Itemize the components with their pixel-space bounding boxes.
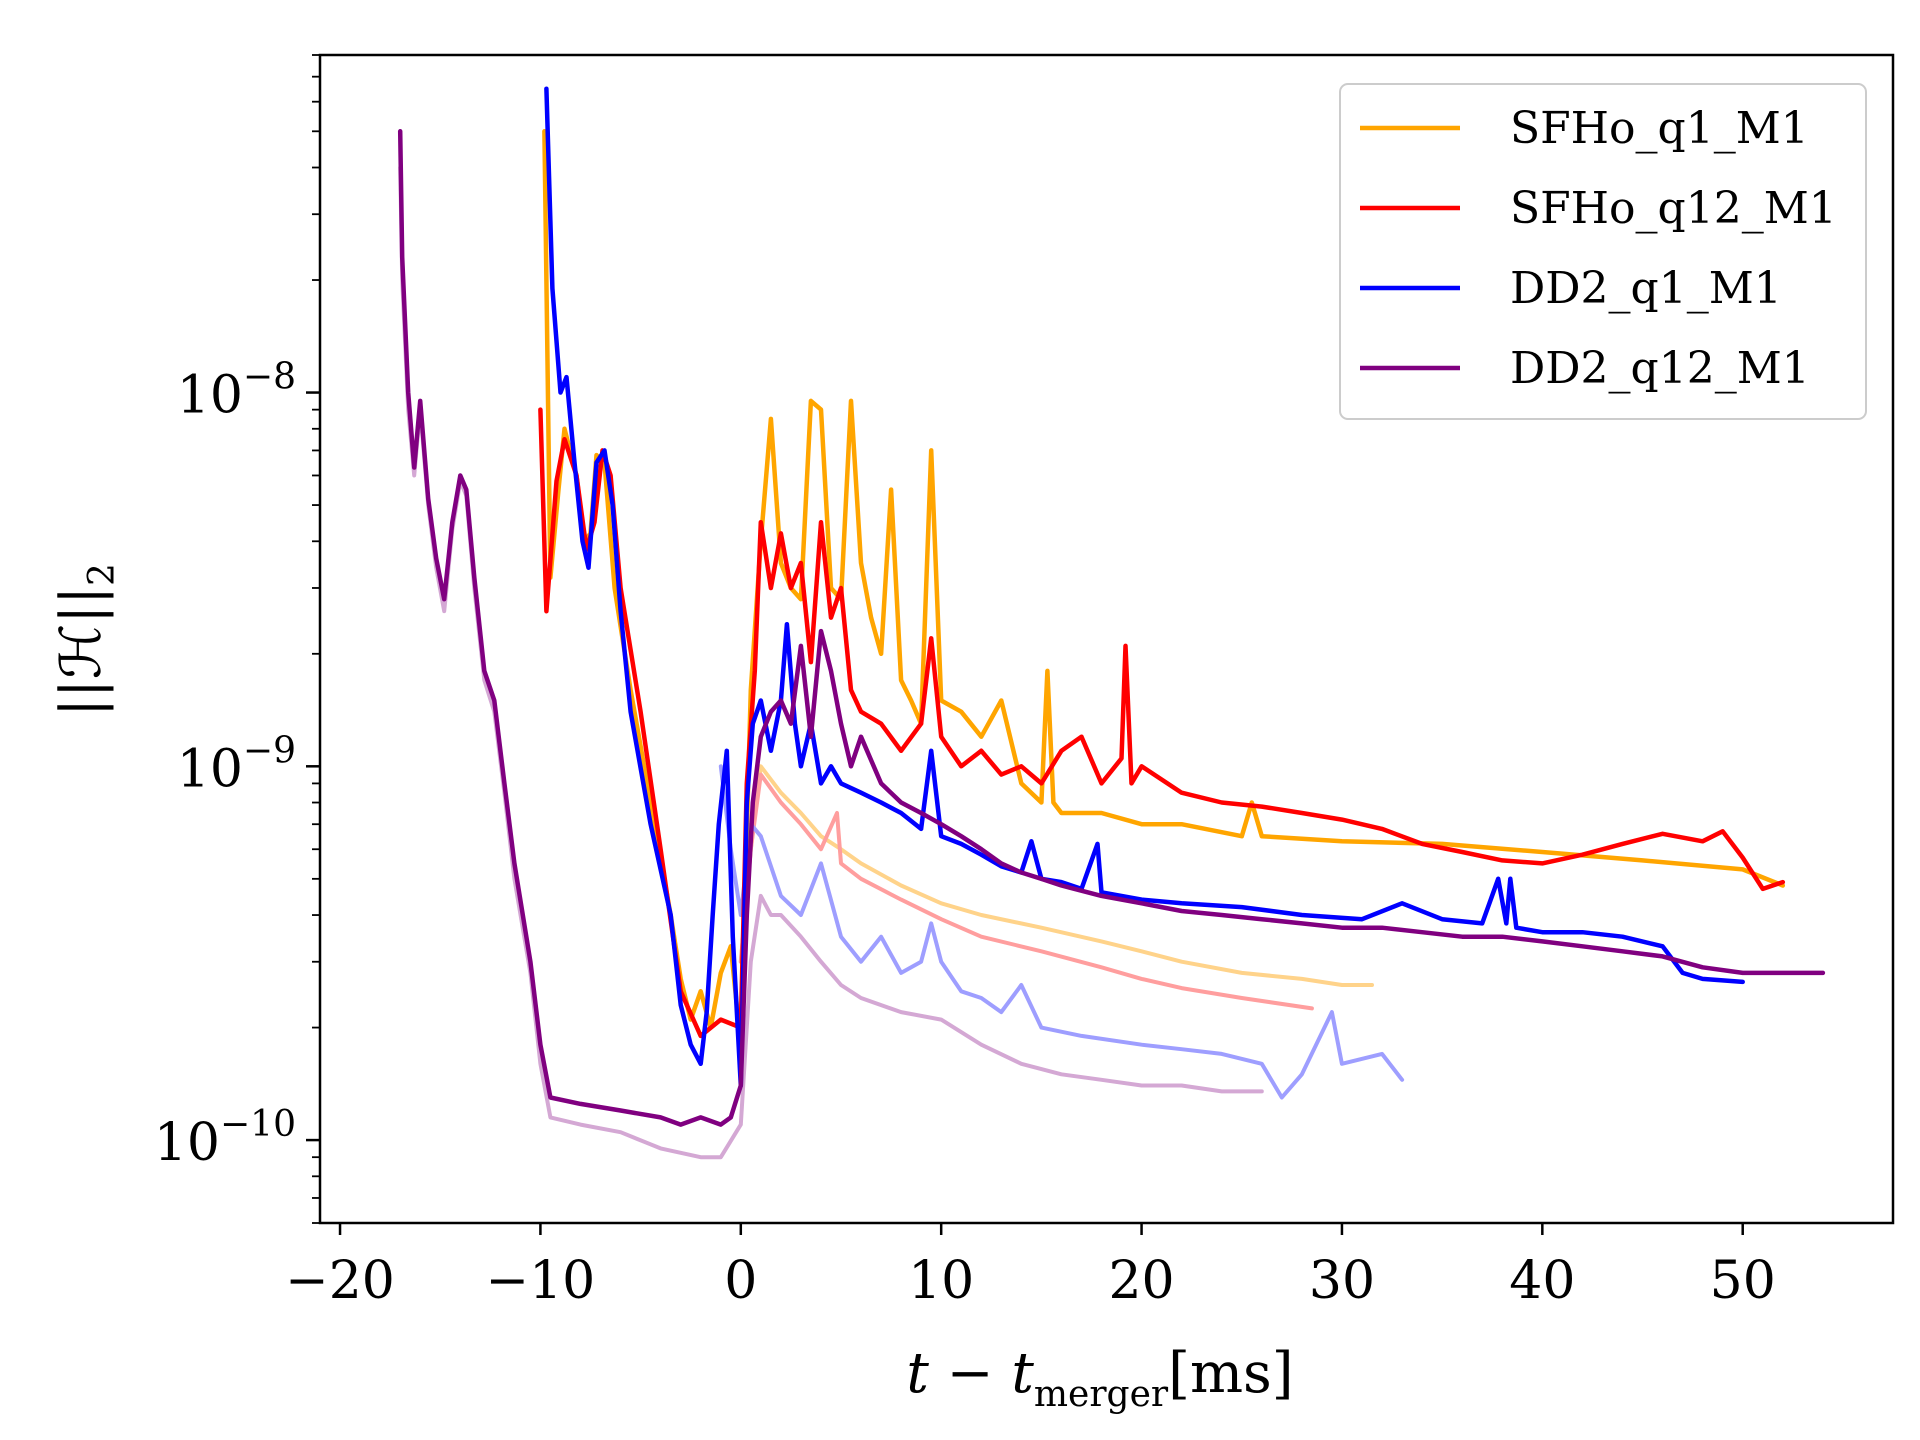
series-layer	[397, 86, 1826, 1160]
x-tick-label-5: 30	[1309, 1251, 1375, 1311]
series-line-4	[738, 764, 1374, 987]
y-tick-label-1: 10−9	[177, 730, 296, 799]
x-tick-label-7: 50	[1710, 1251, 1776, 1311]
series-line-7	[398, 165, 1264, 1160]
legend-label-0: SFHo_q1_M1	[1510, 103, 1809, 154]
legend-label-3: DD2_q12_M1	[1510, 343, 1810, 394]
x-tick-label-4: 20	[1108, 1251, 1174, 1311]
y-tick-label-2: 10−8	[177, 357, 296, 426]
legend: SFHo_q1_M1 SFHo_q12_M1 DD2_q1_M1 DD2_q12_M1	[1339, 83, 1867, 420]
legend-label-1: SFHo_q12_M1	[1510, 183, 1837, 234]
series-line-6	[718, 764, 1405, 1100]
x-axis: −20 −10 0 10 20 30 40 50	[285, 1223, 1776, 1311]
y-tick-label-0: 10−10	[154, 1104, 296, 1173]
x-tick-label-3: 10	[908, 1251, 974, 1311]
x-tick-label-6: 40	[1509, 1251, 1575, 1311]
series-line-1	[538, 407, 1786, 1039]
legend-label-2: DD2_q1_M1	[1510, 263, 1782, 314]
x-tick-label-2: 0	[724, 1251, 757, 1311]
series-line-2	[544, 86, 1745, 1088]
x-tick-label-0: −20	[285, 1251, 395, 1311]
series-line-3	[397, 129, 1826, 1127]
y-axis: 10−10 10−9 10−8	[154, 54, 320, 1224]
plot-frame	[318, 53, 1895, 1225]
x-axis-label: t − tmerger[ms]	[906, 1341, 1293, 1415]
legend-frame	[1339, 83, 1867, 420]
y-axis-label: ||ℋ||2	[49, 563, 123, 717]
x-tick-label-1: −10	[486, 1251, 596, 1311]
series-line-5	[738, 772, 1314, 1011]
